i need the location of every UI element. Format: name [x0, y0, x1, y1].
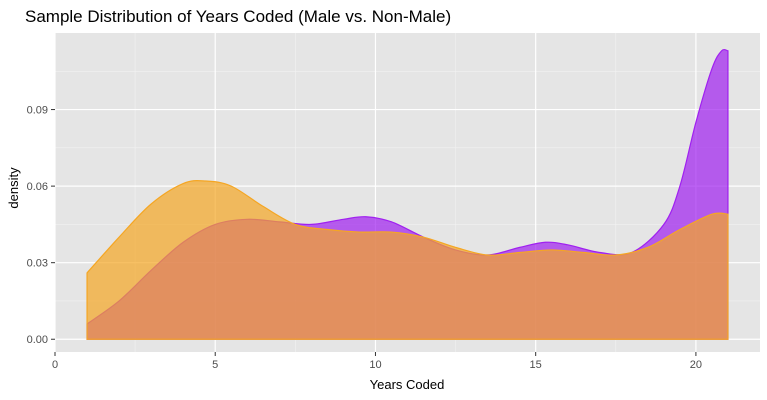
y-tick-label: 0.00	[27, 334, 48, 346]
y-axis: 0.00 0.03 0.06 0.09	[27, 105, 55, 346]
x-axis: 0 5 10 15 20	[52, 352, 702, 371]
x-tick-label: 15	[530, 359, 542, 371]
x-tick-label: 10	[369, 359, 381, 371]
y-axis-title: density	[6, 167, 21, 209]
y-tick-label: 0.09	[27, 105, 48, 117]
x-tick-label: 0	[52, 359, 58, 371]
chart-title: Sample Distribution of Years Coded (Male…	[25, 7, 451, 26]
y-tick-label: 0.03	[27, 258, 48, 270]
x-tick-label: 5	[212, 359, 218, 371]
density-area-series-2	[86, 180, 729, 340]
minor-gridlines	[55, 33, 760, 352]
y-tick-label: 0.06	[27, 181, 48, 193]
x-axis-title: Years Coded	[370, 377, 445, 392]
x-tick-label: 20	[690, 359, 702, 371]
density-areas	[86, 48, 729, 340]
